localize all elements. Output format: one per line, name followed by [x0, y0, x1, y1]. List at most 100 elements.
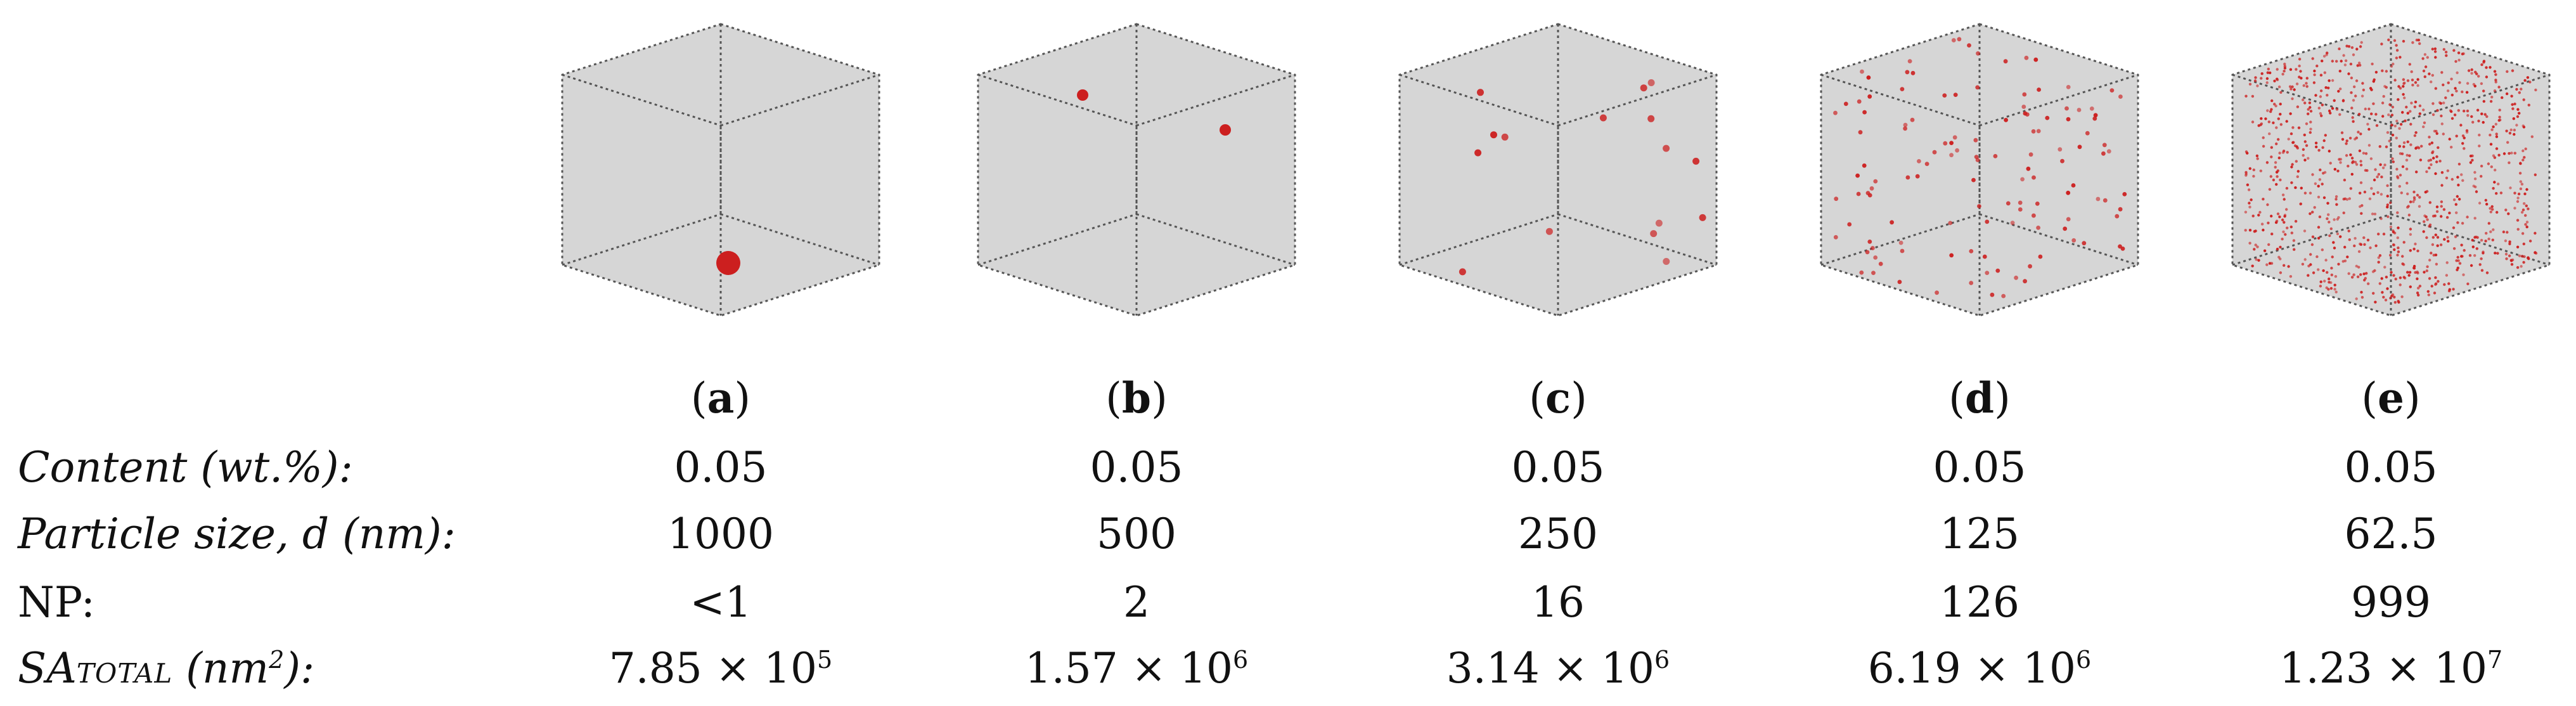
cube-edge — [1820, 213, 1980, 266]
particle — [1545, 228, 1553, 235]
particle — [2504, 252, 2508, 256]
particle — [1949, 153, 1954, 158]
particle — [2491, 208, 2494, 211]
particle — [2467, 69, 2471, 72]
particle — [2515, 87, 2518, 91]
particle — [2285, 120, 2288, 123]
cube-e — [2231, 23, 2551, 317]
particle — [2397, 98, 2400, 101]
particle — [2396, 175, 2399, 178]
panel-letter-e: (e) — [2361, 373, 2421, 423]
particle — [2281, 72, 2284, 76]
particle — [2471, 120, 2475, 124]
particle — [2398, 144, 2401, 148]
particle — [2504, 239, 2508, 243]
particle — [2452, 226, 2456, 229]
particle — [2290, 231, 2293, 234]
particle — [2372, 192, 2376, 196]
particle — [2397, 246, 2400, 250]
particle — [2414, 100, 2418, 104]
particle — [2020, 177, 2025, 182]
particle — [1975, 85, 1980, 90]
particle — [1932, 150, 1937, 155]
particle — [2322, 172, 2325, 175]
particle — [2359, 273, 2362, 276]
cube-edge — [1557, 213, 1717, 266]
sa-value-d: 6.19 × 106 — [1867, 644, 2092, 693]
particle — [1973, 138, 1978, 143]
particle — [2396, 254, 2399, 257]
particle — [2345, 44, 2348, 48]
particle — [2350, 106, 2354, 110]
particle — [2045, 115, 2050, 120]
particle — [2386, 205, 2389, 209]
particle — [2370, 187, 2373, 190]
particle — [2118, 207, 2123, 212]
particle — [2276, 175, 2279, 178]
particle — [2353, 85, 2356, 89]
particle — [2274, 105, 2277, 108]
particle — [2343, 178, 2347, 182]
panel-letter-c: (c) — [1529, 373, 1587, 423]
particle — [2309, 120, 2312, 124]
particle — [2430, 163, 2433, 166]
particle — [2484, 240, 2487, 243]
particle — [2408, 63, 2411, 66]
particle — [2352, 53, 2355, 56]
particle — [2018, 207, 2023, 212]
np-value-c: 16 — [1531, 578, 1585, 627]
sa-value-c: 3.14 × 106 — [1446, 644, 1670, 693]
particle — [2354, 160, 2357, 164]
panel-letter-b: (b) — [1105, 373, 1168, 423]
particle — [2509, 186, 2512, 189]
particle — [1650, 230, 1658, 238]
particle — [2253, 248, 2256, 251]
particle — [2490, 128, 2494, 131]
particle — [2398, 127, 2401, 130]
particle — [2457, 183, 2460, 187]
particle — [2293, 144, 2297, 148]
particle — [2350, 276, 2354, 279]
particle — [2399, 276, 2402, 279]
particle — [2401, 262, 2404, 266]
particle — [2512, 117, 2515, 120]
particle — [2264, 117, 2267, 120]
particle — [2450, 77, 2453, 80]
particle — [2386, 203, 2389, 207]
particle — [2303, 158, 2307, 162]
content-value-c: 0.05 — [1511, 443, 1605, 492]
particle — [2498, 108, 2501, 112]
particle — [2414, 131, 2418, 134]
particle — [2423, 121, 2426, 124]
particle — [2482, 120, 2485, 124]
particle — [2520, 87, 2523, 91]
particle — [1474, 149, 1482, 157]
particle — [2036, 129, 2041, 134]
particle — [2302, 148, 2305, 151]
particle — [2335, 203, 2338, 206]
particle — [2391, 133, 2395, 137]
particle — [2516, 228, 2520, 231]
particle — [2285, 186, 2289, 190]
particle — [2364, 152, 2368, 155]
particle — [2407, 214, 2411, 217]
particle — [2409, 143, 2412, 146]
particle — [2443, 283, 2446, 286]
particle — [2419, 158, 2423, 162]
particle — [1865, 250, 1870, 255]
particle — [2412, 247, 2416, 251]
particle — [2326, 94, 2329, 97]
particle — [2525, 204, 2528, 207]
particle — [2492, 187, 2495, 190]
cube-c — [1398, 23, 1718, 317]
particle — [2348, 238, 2351, 241]
particle — [2452, 198, 2456, 202]
particle — [2305, 77, 2309, 80]
particle — [2525, 188, 2528, 191]
particle — [1985, 219, 1990, 224]
particle — [2524, 223, 2527, 226]
content-value-b: 0.05 — [1090, 443, 1183, 492]
particle — [2409, 249, 2412, 252]
particle — [2372, 102, 2375, 105]
particle — [2319, 89, 2323, 93]
